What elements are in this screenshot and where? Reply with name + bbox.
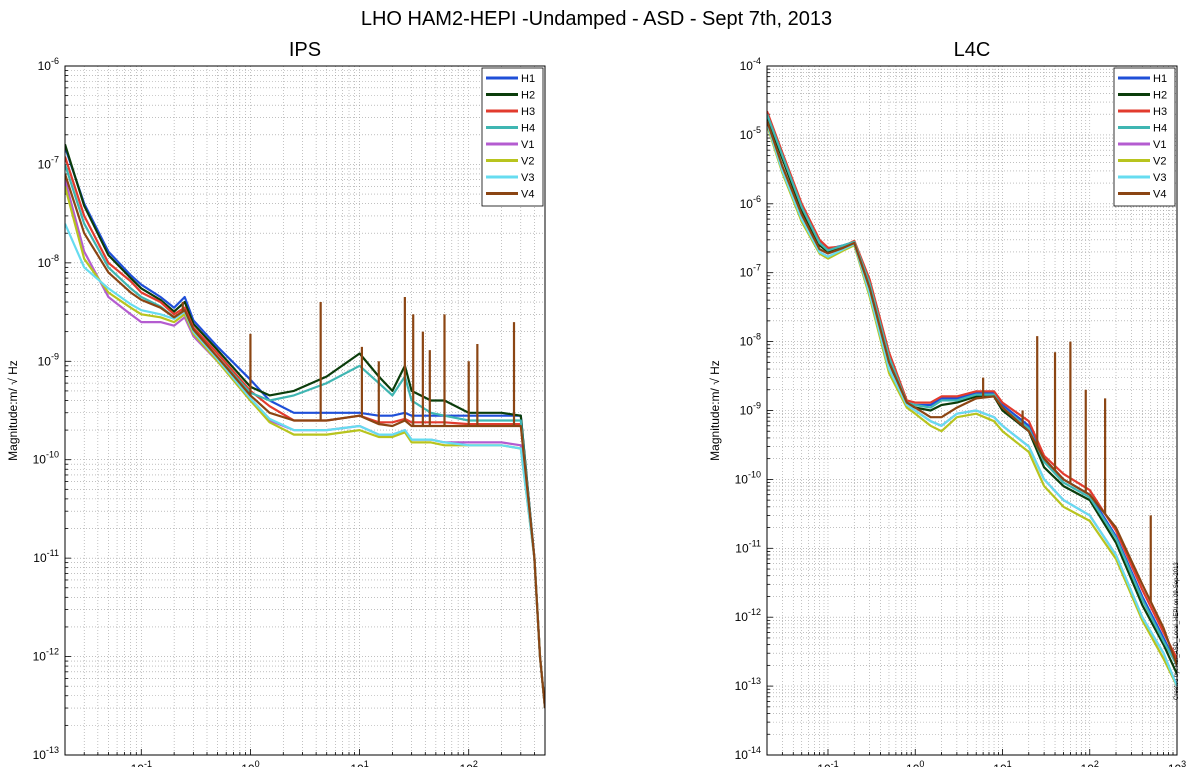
plot-frame [766,65,1178,756]
legend-label-v3: V3 [521,172,534,184]
y-tick-label: 10-8 [38,253,59,270]
y-tick-label: 10-10 [735,469,761,486]
y-tick-label: 10-14 [735,745,761,762]
y-tick-label: 10-6 [38,56,59,73]
series-line-v1 [767,122,1177,687]
y-tick-label: 10-11 [735,538,761,555]
series-line-h1 [65,146,545,709]
x-tick-label: 100 [241,759,259,767]
legend: H1 H2 H3 H4 V1 V2 V3 V4 [481,67,544,207]
figure-title: LHO HAM2-HEPI -Undamped - ASD - Sept 7th… [360,8,833,30]
legend: H1 H2 H3 H4 V1 V2 V3 V4 [1113,67,1176,207]
legend-label-h2: H2 [521,90,535,102]
legend-label-h3: H3 [1153,106,1167,118]
series-line-h2 [65,143,545,709]
legend-label-h4: H4 [1153,123,1167,135]
plot-ips: IPS 10-1 100 101 102 10-6 10-7 10-8 10-9 10-10 10-… [6,39,546,767]
series-line-h4 [65,164,545,709]
legend-label-v3: V3 [1153,172,1166,184]
x-tick-label: 103 [1168,759,1186,767]
legend-label-h4: H4 [521,123,535,135]
y-tick-label: 10-7 [740,263,761,280]
y-tick-label: 10-8 [740,332,761,349]
legend-label-h1: H1 [521,73,535,85]
y-tick-label: 10-4 [740,56,761,73]
series-line-h2 [767,116,1177,675]
y-tick-label: 10-13 [735,676,761,693]
series-line-h3 [767,110,1177,660]
legend-label-h1: H1 [1153,73,1167,85]
x-tick-label: 101 [350,759,368,767]
legend-label-v1: V1 [1153,139,1166,151]
legend-label-v2: V2 [521,156,534,168]
y-tick-label: 10-11 [33,548,59,565]
plot-title: L4C [954,39,991,61]
series-line-v4 [767,120,1177,666]
y-tick-label: 10-5 [740,125,761,142]
legend-box [481,67,544,207]
x-tick-label: 100 [906,759,924,767]
y-axis-label: Magnitude:m/ √ Hz [708,360,722,461]
y-tick-label: 10-10 [33,450,59,467]
series-line-h4 [767,113,1177,666]
y-tick-label: 10-9 [38,351,59,368]
data-layer [767,110,1177,687]
series-line-v4 [65,173,545,709]
series-line-v2 [65,186,545,709]
data-layer [65,143,545,709]
plot-title: IPS [289,39,321,61]
legend-box [1113,67,1176,207]
series-line-v2 [767,124,1177,687]
series-line-v1 [65,179,545,709]
series-line-h3 [65,156,545,709]
plot-l4c: L4C 10-1 100 101 102 103 10-4 10-5 10-6 10-7 10-8 1… [708,39,1186,767]
legend-label-v4: V4 [521,189,534,201]
y-tick-label: 10-6 [740,194,761,211]
legend-label-v4: V4 [1153,189,1166,201]
x-tick-label: 102 [1081,759,1099,767]
legend-label-h3: H3 [521,106,535,118]
plot-frame [64,65,546,756]
x-tick-label: 101 [993,759,1011,767]
y-tick-label: 10-9 [740,401,761,418]
y-axis-label: Magnitude:m/ √ Hz [6,360,20,461]
legend-label-v2: V2 [1153,156,1166,168]
series-line-v3 [65,223,545,709]
legend-label-v1: V1 [521,139,534,151]
legend-label-h2: H2 [1153,90,1167,102]
y-tick-label: 10-7 [38,154,59,171]
x-tick-label: 10-1 [131,759,152,767]
x-tick-label: 102 [460,759,478,767]
y-tick-label: 10-12 [33,647,59,664]
x-tick-label: 10-1 [817,759,838,767]
y-tick-label: 10-13 [33,745,59,762]
y-tick-label: 10-12 [735,607,761,624]
series-line-v3 [767,122,1177,687]
